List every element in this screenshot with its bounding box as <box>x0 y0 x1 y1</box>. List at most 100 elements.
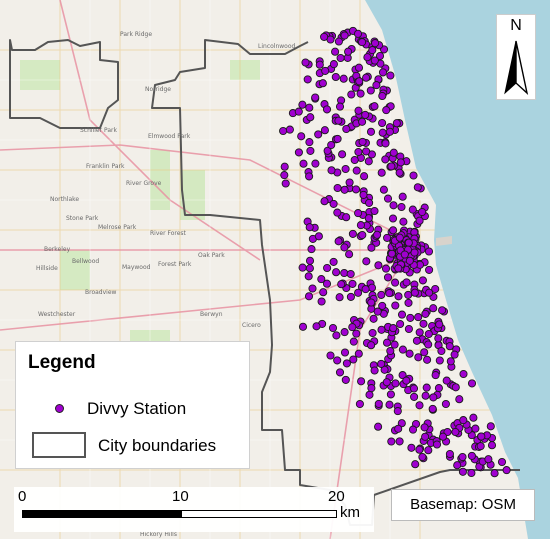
station-marker <box>341 164 350 174</box>
station-marker <box>404 324 413 334</box>
station-marker <box>350 155 359 165</box>
station-marker <box>377 290 386 299</box>
station-marker <box>467 468 476 478</box>
station-marker <box>415 216 424 225</box>
station-marker <box>395 233 404 242</box>
station-marker <box>303 75 312 84</box>
station-marker <box>398 371 407 380</box>
station-marker <box>435 320 444 329</box>
station-marker <box>333 134 342 143</box>
station-marker <box>458 467 467 476</box>
station-marker <box>446 357 455 366</box>
station-marker <box>333 208 342 217</box>
station-marker <box>321 66 330 75</box>
station-marker <box>344 47 353 56</box>
station-marker <box>342 213 351 222</box>
station-marker <box>360 172 369 181</box>
place-label: Park Ridge <box>120 31 153 38</box>
station-marker <box>420 423 429 432</box>
station-marker <box>358 38 367 47</box>
place-label: Norridge <box>145 86 171 93</box>
station-marker <box>361 110 370 119</box>
station-marker <box>432 440 442 449</box>
station-marker <box>434 384 443 393</box>
station-marker <box>469 413 478 422</box>
scale-bar: 0 10 20 km <box>14 487 374 532</box>
station-marker <box>367 243 376 252</box>
station-marker <box>393 407 402 416</box>
station-marker <box>385 127 394 136</box>
station-marker <box>340 268 349 278</box>
station-marker <box>425 265 434 274</box>
map-legend: Legend Divvy Station City boundaries <box>15 341 250 469</box>
station-marker <box>327 166 336 175</box>
station-marker <box>354 106 363 115</box>
north-label: N <box>510 17 522 34</box>
station-marker <box>400 250 409 259</box>
station-marker <box>424 247 434 256</box>
station-marker <box>394 424 403 433</box>
station-marker <box>354 209 363 218</box>
station-marker <box>422 383 431 392</box>
station-marker <box>385 289 394 298</box>
place-label: Northlake <box>50 196 80 203</box>
station-marker <box>418 207 427 217</box>
station-marker <box>369 314 378 323</box>
station-marker <box>346 269 355 279</box>
station-marker <box>442 376 451 385</box>
north-arrow: N <box>496 14 536 100</box>
boundary-symbol-icon <box>32 432 86 458</box>
station-marker <box>398 192 407 201</box>
legend-item-station: Divvy Station <box>87 399 187 418</box>
place-label: River Forest <box>150 230 186 237</box>
place-label: Melrose Park <box>98 224 137 231</box>
station-marker <box>380 365 389 374</box>
station-marker <box>340 328 349 337</box>
station-marker <box>367 298 376 307</box>
station-marker <box>347 90 356 99</box>
station-marker <box>411 460 420 469</box>
station-marker <box>328 323 338 333</box>
station-marker <box>383 273 393 282</box>
scale-segment-dark <box>22 510 182 518</box>
station-marker <box>424 446 433 455</box>
station-marker <box>396 319 405 329</box>
station-marker <box>429 304 438 313</box>
place-label: Franklin Park <box>86 163 125 170</box>
station-marker <box>320 126 329 135</box>
station-marker <box>358 230 367 240</box>
station-marker <box>356 89 365 98</box>
station-marker <box>389 324 398 333</box>
station-marker <box>340 243 349 252</box>
station-marker <box>364 214 373 223</box>
station-marker <box>387 249 396 258</box>
station-marker <box>410 392 419 401</box>
station-marker <box>362 73 371 82</box>
station-marker <box>365 198 374 207</box>
station-marker <box>415 328 424 337</box>
station-marker <box>337 280 346 289</box>
station-marker <box>305 138 314 147</box>
place-label: Hickory Hills <box>140 531 177 538</box>
station-marker <box>368 46 377 55</box>
station-marker <box>385 400 394 409</box>
station-marker <box>299 159 308 168</box>
station-marker <box>421 309 430 318</box>
station-marker <box>323 263 332 273</box>
station-symbol-icon <box>55 404 64 413</box>
station-marker <box>399 217 408 226</box>
station-marker <box>418 276 427 285</box>
station-marker <box>374 261 383 270</box>
station-marker <box>391 278 400 287</box>
station-marker <box>373 230 382 239</box>
station-marker <box>404 238 413 247</box>
station-marker <box>379 185 388 194</box>
station-marker <box>445 342 454 351</box>
station-marker <box>382 106 391 115</box>
station-marker <box>459 416 468 425</box>
place-label: Bellwood <box>72 258 100 265</box>
station-marker <box>389 226 398 235</box>
station-marker <box>394 292 403 301</box>
station-marker <box>367 384 376 393</box>
